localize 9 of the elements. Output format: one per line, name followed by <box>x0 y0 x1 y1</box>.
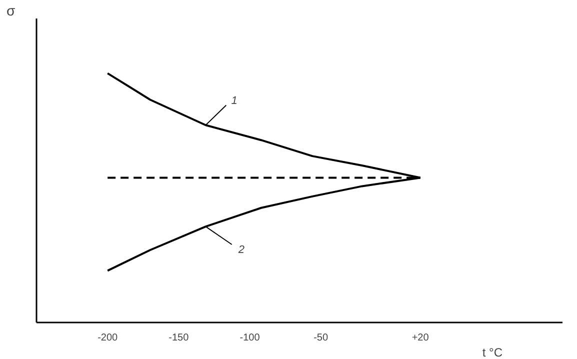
x-tick-label: +20 <box>412 332 430 344</box>
x-tick-label: -200 <box>98 332 118 344</box>
x-tick-label: -150 <box>168 332 190 344</box>
x-tick-label: -50 <box>314 332 328 344</box>
y-axis-title: σ <box>6 2 16 18</box>
text: 2 <box>237 244 244 256</box>
x-axis-title: t °C <box>482 346 503 359</box>
x-tick-label: -100 <box>240 332 260 344</box>
text: 1 <box>231 95 238 108</box>
